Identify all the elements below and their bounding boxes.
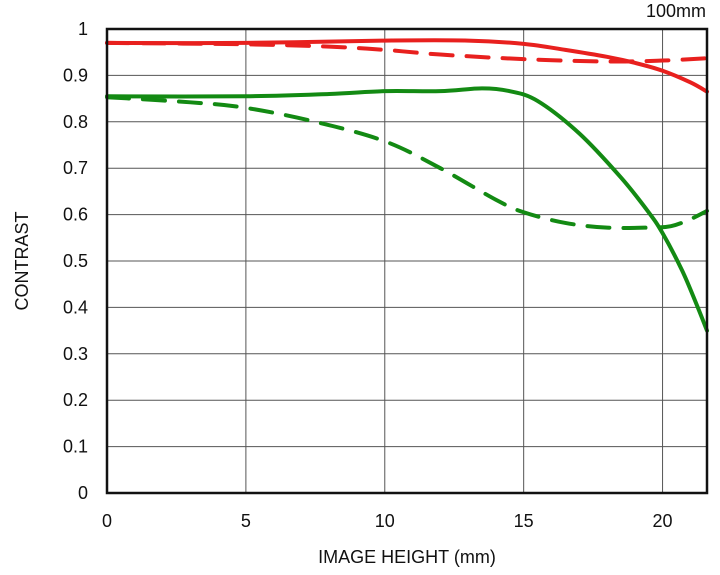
y-axis-label: CONTRAST [12,211,32,310]
series-line-0-solid [105,38,709,94]
x-tick-label: 10 [375,511,395,531]
chart-title: 100mm [646,1,706,21]
y-tick-label: 0.7 [63,158,88,178]
series-line-2-solid [105,86,709,333]
y-tick-label: 0.2 [63,390,88,410]
x-tick-label: 0 [102,511,112,531]
y-tick-labels: 0 0.1 0.2 0.3 0.4 0.5 0.6 0.7 0.8 0.9 1 [63,19,88,503]
series-line-3-dashed [105,95,709,230]
y-tick-label: 0.6 [63,205,88,225]
y-tick-label: 0 [78,483,88,503]
series-line-1-dashed [105,40,709,64]
y-tick-label: 0.5 [63,251,88,271]
x-tick-label: 20 [653,511,673,531]
grid [106,28,707,494]
y-tick-label: 0.9 [63,65,88,85]
series-group [105,38,709,333]
x-tick-labels: 0 5 10 15 20 [102,511,673,531]
y-tick-label: 0.4 [63,297,88,317]
y-tick-label: 1 [78,19,88,39]
y-tick-label: 0.3 [63,344,88,364]
y-tick-label: 0.1 [63,437,88,457]
x-tick-label: 5 [241,511,251,531]
x-tick-label: 15 [514,511,534,531]
x-axis-label: IMAGE HEIGHT (mm) [318,547,496,567]
y-tick-label: 0.8 [63,112,88,132]
plot-frame [105,27,709,495]
